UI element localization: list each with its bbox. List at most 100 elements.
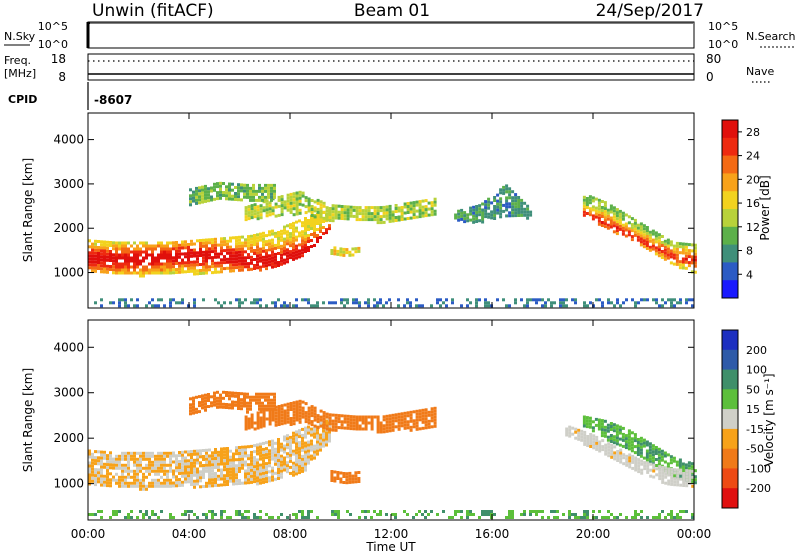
velocity-cell-b0 xyxy=(139,478,142,482)
velocity-cell-b0 xyxy=(133,460,136,464)
power-colorbar-tick-2: 12 xyxy=(746,221,760,234)
power-cell-b0 xyxy=(193,251,196,255)
velocity-cell-b0 xyxy=(121,457,124,461)
power-cell-b1 xyxy=(421,211,425,215)
velocity-cell-b5 xyxy=(637,458,641,462)
power-cell-b6 xyxy=(283,304,286,308)
velocity-cell-b0 xyxy=(229,449,232,453)
velocity-cell-b0 xyxy=(310,448,313,452)
velocity-cell-b1 xyxy=(388,417,392,421)
velocity-cell-b0 xyxy=(262,462,265,466)
power-cell-b4 xyxy=(505,187,509,191)
power-cell-b0 xyxy=(127,271,130,275)
power-cell-b2 xyxy=(204,187,207,191)
power-cell-b6 xyxy=(322,301,325,305)
power-cell-b1 xyxy=(307,197,311,201)
power-cell-b5 xyxy=(681,257,685,261)
velocity-cell-b0 xyxy=(154,457,157,461)
power-cell-b6 xyxy=(475,298,478,302)
velocity-cell-b1 xyxy=(349,418,353,422)
power-cell-b0 xyxy=(214,237,217,241)
velocity-cell-b0 xyxy=(199,452,202,456)
power-cell-b5 xyxy=(612,218,616,222)
velocity-cell-b0 xyxy=(88,467,91,471)
velocity-cell-b4 xyxy=(603,434,607,438)
power-cell-b0 xyxy=(121,244,124,248)
power-ytick-label-2: 3000 xyxy=(53,177,84,191)
power-cell-b0 xyxy=(229,254,232,258)
velocity-cell-b0 xyxy=(139,469,142,473)
power-cell-b5 xyxy=(666,256,670,260)
power-cell-b0 xyxy=(166,271,169,275)
velocity-cell-b0 xyxy=(199,476,202,480)
velocity-cell-b0 xyxy=(316,434,319,438)
power-cell-b1 xyxy=(430,213,434,217)
power-cell-b0 xyxy=(115,250,118,254)
velocity-cell-b5 xyxy=(664,469,668,473)
power-cell-b1 xyxy=(346,205,350,209)
velocity-cell-b0 xyxy=(235,476,238,480)
power-cell-b0 xyxy=(190,251,193,255)
power-cell-b0 xyxy=(238,238,241,242)
power-cell-b6 xyxy=(574,301,577,305)
velocity-cell-b0 xyxy=(274,456,277,460)
power-cell-b0 xyxy=(247,247,250,251)
power-cell-b0 xyxy=(160,265,163,269)
power-cell-b5 xyxy=(666,241,670,245)
power-cell-b1 xyxy=(421,199,425,203)
power-cell-b0 xyxy=(280,235,283,239)
power-cell-b0 xyxy=(115,253,118,257)
power-cell-b1 xyxy=(292,204,296,208)
velocity-cell-b0 xyxy=(298,435,301,439)
power-cell-b0 xyxy=(148,268,151,272)
velocity-xlabel: Time UT xyxy=(365,540,416,554)
power-cell-b6 xyxy=(637,301,640,305)
power-cell-b0 xyxy=(322,220,325,223)
power-cell-b0 xyxy=(184,255,187,259)
power-cell-b0 xyxy=(283,252,286,256)
velocity-cell-b0 xyxy=(283,450,286,454)
velocity-cell-b6 xyxy=(427,513,430,516)
power-cell-b6 xyxy=(673,298,676,302)
velocity-cell-b4 xyxy=(642,456,646,460)
velocity-cell-b0 xyxy=(262,468,265,472)
velocity-cell-b2 xyxy=(213,403,216,407)
power-cell-b0 xyxy=(148,244,151,248)
velocity-cell-b0 xyxy=(235,482,238,486)
power-cell-b5 xyxy=(657,242,661,246)
power-cell-b0 xyxy=(235,251,238,255)
power-cell-b6 xyxy=(358,301,361,305)
power-cell-b0 xyxy=(124,265,127,269)
power-cell-b0 xyxy=(151,268,154,272)
velocity-cell-b0 xyxy=(163,451,166,455)
velocity-cell-b6 xyxy=(301,510,304,513)
power-cell-b0 xyxy=(319,227,322,230)
power-cell-b0 xyxy=(271,238,274,242)
power-cell-b5 xyxy=(693,261,697,265)
power-cell-b0 xyxy=(139,250,142,254)
velocity-cell-b6 xyxy=(331,510,334,513)
velocity-cell-b1 xyxy=(364,418,368,422)
power-cell-b1 xyxy=(391,213,395,217)
power-cell-b6 xyxy=(559,298,562,302)
power-cell-b6 xyxy=(646,298,649,302)
power-cell-b1 xyxy=(271,212,275,216)
velocity-cell-b2 xyxy=(189,409,192,413)
power-cell-b1 xyxy=(418,212,422,216)
velocity-cell-b0 xyxy=(94,468,97,472)
velocity-cell-b0 xyxy=(292,431,295,435)
velocity-cell-b0 xyxy=(190,483,193,486)
power-cell-b0 xyxy=(229,266,232,270)
power-cell-b1 xyxy=(286,205,290,209)
power-cell-b4 xyxy=(511,208,515,212)
power-cell-b0 xyxy=(181,258,184,262)
power-cell-b2 xyxy=(201,197,204,201)
power-cell-b0 xyxy=(142,271,145,275)
power-cell-b0 xyxy=(274,255,277,259)
power-cell-b5 xyxy=(672,250,676,254)
velocity-cell-b5 xyxy=(616,453,620,456)
power-cell-b0 xyxy=(112,253,115,257)
velocity-cell-b0 xyxy=(286,437,289,441)
velocity-cell-b1 xyxy=(259,425,263,429)
power-cell-b0 xyxy=(193,272,196,276)
